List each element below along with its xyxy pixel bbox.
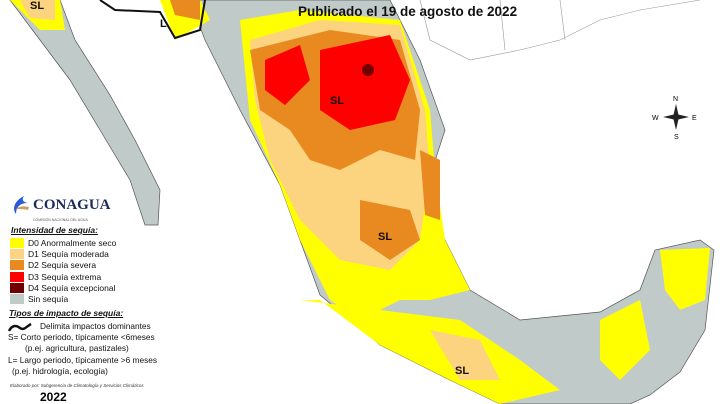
legend-label: D1 Sequía moderada [28, 248, 109, 259]
us-background [419, 0, 701, 61]
conagua-logo: CONAGUA [10, 195, 111, 215]
map-label-sl: SL [378, 231, 392, 243]
legend-label: D0 Anormalmente seco [28, 237, 117, 248]
legend-swatch [10, 248, 24, 259]
svg-text:E: E [692, 115, 697, 122]
legend: Intensidad de sequía: D0 Anormalmente se… [10, 225, 116, 305]
legend-swatch [10, 294, 24, 305]
impact-long: L= Largo periodo, típicamente >6 meses [8, 355, 157, 365]
map-label-sl: SL [30, 0, 44, 12]
legend-label: D3 Sequía extrema [28, 271, 102, 282]
legend-item: D0 Anormalmente seco [10, 237, 116, 248]
logo-subtitle: COMISIÓN NACIONAL DEL AGUA [33, 218, 88, 222]
map-label-sl: SL [455, 365, 469, 377]
baja-california [9, 0, 161, 226]
boundary-line-icon [8, 322, 32, 332]
credit: Elaborado por: Subgerencia de Climatolog… [10, 383, 144, 388]
compass-rose-icon: N S W E [652, 96, 697, 141]
impact-title: Tipos de impacto de sequía: [9, 308, 124, 318]
conagua-logo-icon [14, 196, 29, 214]
legend-item: D2 Sequía severa [10, 260, 116, 271]
impact-long-example: (p.ej. hidrología, ecología) [12, 365, 108, 376]
legend-title: Intensidad de sequía: [11, 225, 98, 235]
legend-swatch [10, 282, 24, 293]
svg-text:N: N [673, 96, 678, 103]
year: 2022 [40, 390, 67, 404]
legend-label: D2 Sequía severa [28, 260, 97, 271]
impact-legend: Tipos de impacto de sequía: Delimita imp… [8, 308, 157, 376]
publication-date: Publicado el 19 de agosto de 2022 [298, 4, 518, 19]
drought-d4-zone [362, 64, 374, 76]
svg-text:S: S [674, 134, 679, 141]
legend-label: D4 Sequía excepcional [28, 282, 116, 293]
legend-swatch [10, 260, 24, 271]
map-label-l: L [160, 18, 167, 30]
legend-label: Sin sequía [28, 294, 69, 305]
legend-item: D1 Sequía moderada [10, 248, 116, 259]
impact-line-label: Delimita impactos dominantes [40, 321, 151, 332]
impact-boundary [99, 0, 206, 40]
drought-d3-zones [265, 35, 410, 130]
impact-short: S= Corto periodo, típicamente <6meses [8, 332, 155, 342]
impact-short-example: (p.ej. agricultura, pastizales) [25, 342, 129, 353]
baja-d1 [20, 0, 55, 20]
legend-item: D3 Sequía extrema [10, 271, 116, 282]
svg-text:W: W [652, 115, 659, 122]
map-label-sl: SL [330, 95, 344, 107]
legend-swatch [10, 237, 24, 248]
legend-item: D4 Sequía excepcional [10, 282, 116, 293]
legend-item: Sin sequía [10, 293, 116, 305]
legend-swatch [10, 271, 24, 282]
